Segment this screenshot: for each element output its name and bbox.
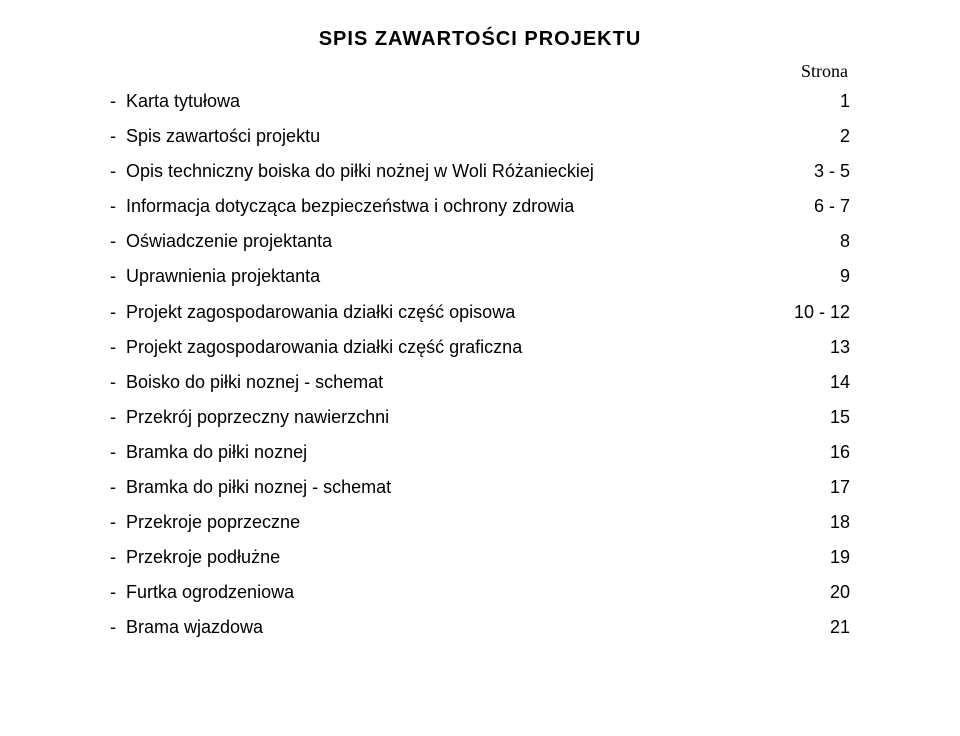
document-page: SPIS ZAWARTOŚCI PROJEKTU Strona - Karta … — [0, 0, 960, 736]
toc-label: - Przekroje podłużne — [110, 540, 280, 575]
toc-page: 8 — [790, 224, 850, 259]
toc-label: - Boisko do piłki noznej - schemat — [110, 365, 383, 400]
toc-row: - Projekt zagospodarowania działki część… — [110, 295, 850, 330]
toc-page: 2 — [790, 119, 850, 154]
toc-label: - Przekrój poprzeczny nawierzchni — [110, 400, 389, 435]
toc-row: - Uprawnienia projektanta 9 — [110, 259, 850, 294]
toc-row: - Boisko do piłki noznej - schemat 14 — [110, 365, 850, 400]
toc-page: 1 — [790, 84, 850, 119]
toc-row: - Oświadczenie projektanta 8 — [110, 224, 850, 259]
toc-row: - Karta tytułowa 1 — [110, 84, 850, 119]
toc-row: - Bramka do piłki noznej 16 — [110, 435, 850, 470]
toc-row: - Przekroje podłużne 19 — [110, 540, 850, 575]
toc-page: 6 - 7 — [790, 189, 850, 224]
toc-label: - Bramka do piłki noznej - schemat — [110, 470, 391, 505]
column-header-page: Strona — [110, 61, 850, 82]
toc-label: - Przekroje poprzeczne — [110, 505, 300, 540]
toc-label: - Oświadczenie projektanta — [110, 224, 332, 259]
toc-row: - Informacja dotycząca bezpieczeństwa i … — [110, 189, 850, 224]
toc-page: 14 — [790, 365, 850, 400]
toc-page: 3 - 5 — [790, 154, 850, 189]
toc-page: 21 — [790, 610, 850, 645]
toc-page: 13 — [790, 330, 850, 365]
toc-label: - Karta tytułowa — [110, 84, 240, 119]
toc-label: - Bramka do piłki noznej — [110, 435, 307, 470]
toc-page: 19 — [790, 540, 850, 575]
toc-row: - Furtka ogrodzeniowa 20 — [110, 575, 850, 610]
toc-row: - Przekrój poprzeczny nawierzchni 15 — [110, 400, 850, 435]
toc-page: 15 — [790, 400, 850, 435]
toc-row: - Przekroje poprzeczne 18 — [110, 505, 850, 540]
toc-label: - Projekt zagospodarowania działki część… — [110, 295, 515, 330]
toc-page: 20 — [790, 575, 850, 610]
toc-label: - Furtka ogrodzeniowa — [110, 575, 294, 610]
toc-page: 17 — [790, 470, 850, 505]
toc-label: - Projekt zagospodarowania działki część… — [110, 330, 522, 365]
toc-row: - Projekt zagospodarowania działki część… — [110, 330, 850, 365]
toc-page: 10 - 12 — [790, 295, 850, 330]
toc-row: - Brama wjazdowa 21 — [110, 610, 850, 645]
toc-label: - Brama wjazdowa — [110, 610, 263, 645]
toc-row: - Spis zawartości projektu 2 — [110, 119, 850, 154]
table-of-contents: - Karta tytułowa 1 - Spis zawartości pro… — [110, 84, 850, 646]
toc-row: - Opis techniczny boiska do piłki nożnej… — [110, 154, 850, 189]
toc-page: 18 — [790, 505, 850, 540]
page-title: SPIS ZAWARTOŚCI PROJEKTU — [110, 28, 850, 51]
toc-label: - Opis techniczny boiska do piłki nożnej… — [110, 154, 594, 189]
toc-label: - Uprawnienia projektanta — [110, 259, 320, 294]
toc-label: - Informacja dotycząca bezpieczeństwa i … — [110, 189, 574, 224]
toc-row: - Bramka do piłki noznej - schemat 17 — [110, 470, 850, 505]
toc-page: 16 — [790, 435, 850, 470]
toc-page: 9 — [790, 259, 850, 294]
toc-label: - Spis zawartości projektu — [110, 119, 320, 154]
